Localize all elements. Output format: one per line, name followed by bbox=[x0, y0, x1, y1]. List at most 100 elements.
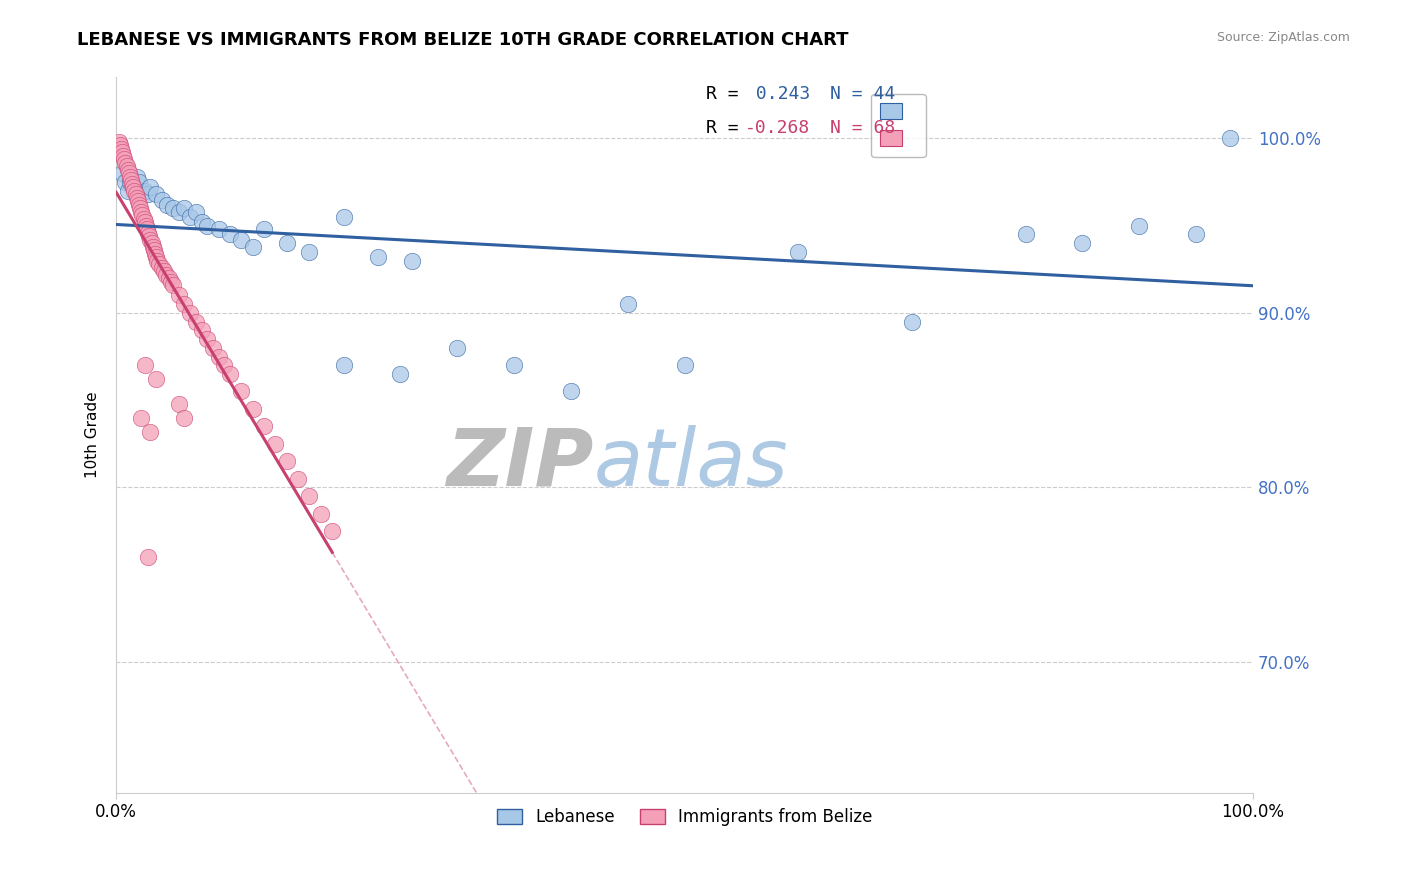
Point bbox=[1128, 219, 1150, 233]
Point bbox=[156, 198, 179, 212]
Point bbox=[673, 358, 696, 372]
Point bbox=[142, 240, 165, 254]
Point bbox=[145, 372, 167, 386]
Point bbox=[167, 204, 190, 219]
Point bbox=[145, 187, 167, 202]
Point bbox=[298, 244, 321, 259]
Legend: Lebanese, Immigrants from Belize: Lebanese, Immigrants from Belize bbox=[488, 800, 880, 834]
Point bbox=[309, 507, 332, 521]
Point bbox=[253, 222, 276, 236]
Point bbox=[298, 489, 321, 503]
Point bbox=[111, 145, 134, 160]
Text: ZIP: ZIP bbox=[446, 425, 593, 503]
Point bbox=[139, 180, 162, 194]
Point bbox=[159, 275, 181, 289]
Point bbox=[276, 236, 298, 251]
Point bbox=[124, 187, 146, 202]
Point bbox=[560, 384, 582, 399]
Point bbox=[231, 233, 253, 247]
Point bbox=[184, 204, 207, 219]
Point bbox=[131, 208, 153, 222]
Point bbox=[117, 184, 139, 198]
Point bbox=[153, 264, 176, 278]
Point bbox=[136, 222, 159, 236]
Point bbox=[148, 257, 170, 271]
Point bbox=[136, 226, 159, 240]
Point bbox=[135, 219, 157, 233]
Point bbox=[127, 194, 149, 209]
Point bbox=[1014, 227, 1036, 242]
Text: R =: R = bbox=[706, 85, 749, 103]
Point bbox=[138, 229, 160, 244]
Point bbox=[136, 550, 159, 565]
Point bbox=[195, 332, 218, 346]
Point bbox=[134, 358, 156, 372]
Point bbox=[129, 410, 152, 425]
Point bbox=[167, 288, 190, 302]
Point bbox=[146, 253, 169, 268]
Point bbox=[150, 193, 173, 207]
Point bbox=[108, 138, 131, 153]
Point bbox=[124, 184, 146, 198]
Point bbox=[114, 156, 136, 170]
Point bbox=[184, 315, 207, 329]
Text: -0.268: -0.268 bbox=[745, 119, 810, 136]
Y-axis label: 10th Grade: 10th Grade bbox=[86, 392, 100, 478]
Point bbox=[122, 180, 145, 194]
Point bbox=[401, 253, 423, 268]
Text: N = 44: N = 44 bbox=[830, 85, 894, 103]
Point bbox=[112, 149, 135, 163]
Point bbox=[111, 166, 134, 180]
Text: N = 68: N = 68 bbox=[830, 119, 894, 136]
Point bbox=[787, 244, 810, 259]
Point bbox=[141, 236, 163, 251]
Point bbox=[173, 201, 195, 215]
Point bbox=[190, 323, 212, 337]
Point bbox=[389, 367, 412, 381]
Point bbox=[129, 204, 152, 219]
Point bbox=[242, 401, 264, 416]
Point bbox=[115, 160, 138, 174]
Point bbox=[129, 201, 152, 215]
Point bbox=[173, 297, 195, 311]
Point bbox=[117, 162, 139, 177]
Point bbox=[125, 169, 148, 184]
Point bbox=[287, 472, 309, 486]
Point bbox=[173, 410, 195, 425]
Point bbox=[150, 260, 173, 275]
Point bbox=[132, 211, 155, 226]
Text: 0.243: 0.243 bbox=[745, 85, 810, 103]
Point bbox=[157, 271, 180, 285]
Point bbox=[321, 524, 343, 538]
Point bbox=[1219, 131, 1241, 145]
Text: R =: R = bbox=[706, 119, 749, 136]
Point bbox=[207, 350, 229, 364]
Point bbox=[120, 173, 142, 187]
Point bbox=[179, 306, 201, 320]
Point bbox=[201, 341, 224, 355]
Point bbox=[145, 250, 167, 264]
Point bbox=[195, 219, 218, 233]
Point bbox=[128, 175, 150, 189]
Point bbox=[446, 341, 468, 355]
Point bbox=[139, 233, 162, 247]
Point bbox=[231, 384, 253, 399]
Point bbox=[112, 153, 135, 167]
Point bbox=[162, 278, 184, 293]
Point bbox=[503, 358, 526, 372]
Point bbox=[110, 142, 132, 156]
Point bbox=[142, 243, 165, 257]
Text: LEBANESE VS IMMIGRANTS FROM BELIZE 10TH GRADE CORRELATION CHART: LEBANESE VS IMMIGRANTS FROM BELIZE 10TH … bbox=[77, 31, 849, 49]
Point bbox=[136, 187, 159, 202]
Point bbox=[242, 240, 264, 254]
Point bbox=[122, 180, 145, 194]
Text: atlas: atlas bbox=[593, 425, 789, 503]
Text: Source: ZipAtlas.com: Source: ZipAtlas.com bbox=[1216, 31, 1350, 45]
Point bbox=[219, 227, 242, 242]
Point bbox=[1071, 236, 1094, 251]
Point bbox=[128, 198, 150, 212]
Point bbox=[118, 166, 141, 180]
Point bbox=[367, 250, 389, 264]
Point bbox=[167, 397, 190, 411]
Point bbox=[134, 215, 156, 229]
